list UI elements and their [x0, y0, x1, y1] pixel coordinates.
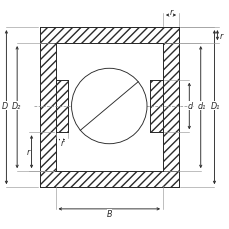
Text: D₁: D₁ — [210, 102, 219, 111]
Text: D₂: D₂ — [12, 102, 21, 111]
Bar — [39, 44, 55, 171]
Text: r: r — [60, 139, 63, 147]
Text: d₁: d₁ — [197, 102, 205, 111]
Bar — [150, 80, 162, 133]
Circle shape — [71, 69, 146, 144]
Text: B: B — [106, 210, 112, 218]
Text: D: D — [2, 102, 8, 111]
Bar — [39, 171, 178, 187]
Text: d: d — [187, 102, 192, 111]
Bar — [55, 80, 68, 133]
Text: r: r — [27, 147, 30, 157]
Text: r: r — [219, 32, 222, 41]
Bar — [162, 44, 178, 171]
Bar — [39, 28, 178, 44]
Text: r: r — [169, 8, 172, 16]
